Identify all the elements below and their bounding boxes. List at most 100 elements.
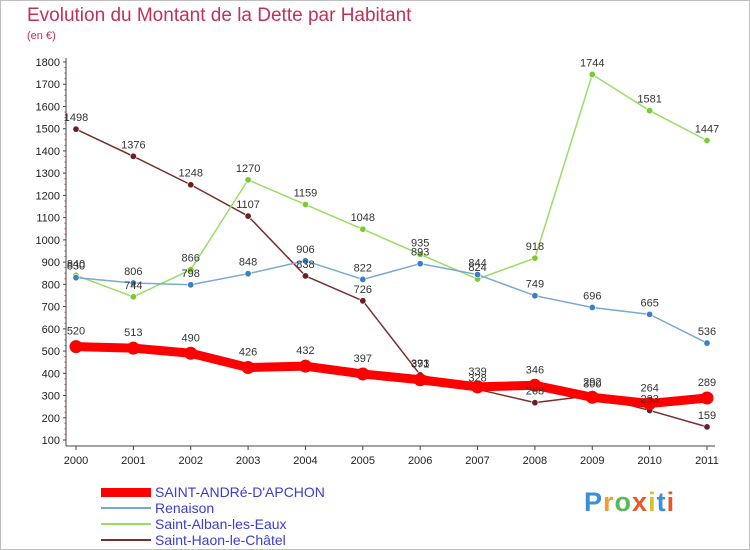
series-3-data-label: 233 <box>640 393 658 405</box>
series-0-point <box>471 380 485 394</box>
legend-swatch <box>101 507 151 509</box>
series-1-data-label: 696 <box>583 290 601 302</box>
series-1-point <box>72 274 80 282</box>
series-2-data-label: 824 <box>468 262 486 274</box>
x-tick-label: 2002 <box>178 455 202 467</box>
series-3-point <box>703 423 711 431</box>
y-tick-label: 200 <box>42 413 60 425</box>
series-1-data-label: 822 <box>354 262 372 274</box>
series-3-point <box>359 297 367 305</box>
series-1-data-label: 893 <box>411 247 429 259</box>
y-tick-label: 100 <box>42 435 60 447</box>
series-0-line <box>71 342 712 409</box>
x-tick-label: 2011 <box>695 455 719 467</box>
chart-unit-label: (en €) <box>27 30 56 42</box>
series-0-data-label: 289 <box>698 377 716 389</box>
series-1-point <box>531 292 539 300</box>
series-2-data-label: 935 <box>411 237 429 249</box>
series-3-data-label: 1498 <box>64 112 88 124</box>
y-tick-label: 1600 <box>36 101 60 113</box>
series-3-point <box>187 181 195 189</box>
series-2-point <box>588 70 596 78</box>
series-1-data-label: 906 <box>296 244 314 256</box>
series-1-point <box>416 260 424 268</box>
series-1-point <box>646 310 654 318</box>
series-1-data-label: 848 <box>239 257 257 269</box>
series-0-data-label: 426 <box>239 347 257 359</box>
series-2-data-label: 1048 <box>351 212 375 224</box>
series-3-data-label: 726 <box>354 284 372 296</box>
series-0-data-label: 397 <box>354 353 372 365</box>
series-2-data-label: 918 <box>526 241 544 253</box>
series-3-point <box>244 212 252 220</box>
logo-letter: i <box>666 487 676 517</box>
series-3-point <box>301 272 309 280</box>
series-1-point <box>588 303 596 311</box>
x-tick-label: 2008 <box>523 455 547 467</box>
series-0-data-label: 371 <box>411 359 429 371</box>
y-tick-label: 1100 <box>36 213 60 225</box>
series-3-point <box>531 399 539 407</box>
series-0-data-label: 264 <box>640 383 658 395</box>
logo-letter: P <box>584 487 604 517</box>
logo-letter: i <box>648 487 657 517</box>
series-0-data-label: 490 <box>182 332 200 344</box>
proxiti-logo: Proxiti <box>584 487 675 518</box>
series-1-data-label: 798 <box>182 268 200 280</box>
x-tick-label: 2009 <box>580 455 604 467</box>
series-0-point <box>585 390 599 404</box>
series-2-line <box>75 73 708 298</box>
y-tick-label: 400 <box>42 368 60 380</box>
series-3-data-label: 328 <box>468 372 486 384</box>
x-tick-label: 2001 <box>121 455 145 467</box>
series-1-data-label: 830 <box>67 261 85 273</box>
legend-swatch <box>101 523 151 525</box>
series-1-data-label: 665 <box>640 297 658 309</box>
series-0-data-label: 346 <box>526 364 544 376</box>
series-1-data-label: 806 <box>124 266 142 278</box>
y-tick-label: 300 <box>42 391 60 403</box>
series-0-point <box>184 346 198 360</box>
series-2-data-label: 1447 <box>695 123 719 135</box>
series-1-point <box>187 281 195 289</box>
x-tick-label: 2000 <box>64 455 88 467</box>
series-1-data-label: 536 <box>698 326 716 338</box>
x-tick-label: 2004 <box>293 455 317 467</box>
series-3-data-label: 1376 <box>121 139 145 151</box>
series-1-point <box>129 279 137 287</box>
series-2-data-label: 840 <box>67 258 85 270</box>
y-tick-label: 1200 <box>36 190 60 202</box>
legend-swatch <box>101 539 151 541</box>
series-2-point <box>187 266 195 274</box>
series-2-point <box>703 136 711 144</box>
series-2-point <box>244 176 252 184</box>
series-0-point <box>241 361 255 375</box>
series-2-data-label: 866 <box>182 253 200 265</box>
x-tick-label: 2006 <box>408 455 432 467</box>
series-0-data-label: 292 <box>583 376 601 388</box>
legend-label: Saint-Alban-les-Eaux <box>155 516 287 532</box>
series-0-point <box>528 378 542 392</box>
y-tick-label: 1400 <box>36 146 60 158</box>
series-0-point <box>700 391 714 405</box>
series-1-point <box>703 339 711 347</box>
series-2-point <box>129 293 137 301</box>
x-tick-label: 2005 <box>351 455 375 467</box>
legend-label: SAINT-ANDRé-D'APCHON <box>155 484 325 500</box>
series-3-point <box>129 152 137 160</box>
chart-title: Evolution du Montant de la Dette par Hab… <box>27 5 412 26</box>
series-3-data-label: 300 <box>583 379 601 391</box>
series-3-line <box>75 128 708 428</box>
series-1-point <box>244 270 252 278</box>
series-2-point <box>359 225 367 233</box>
series-1-point <box>301 257 309 265</box>
series-1-point <box>474 271 482 279</box>
series-3-data-label: 393 <box>411 358 429 370</box>
series-2-data-label: 1270 <box>236 163 260 175</box>
series-2-point <box>531 254 539 262</box>
y-tick-label: 500 <box>42 346 60 358</box>
legend-label: Renaison <box>155 500 215 516</box>
series-3-data-label: 159 <box>698 410 716 422</box>
